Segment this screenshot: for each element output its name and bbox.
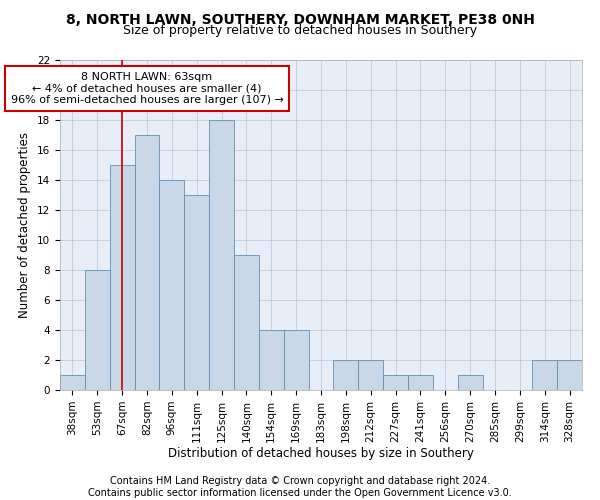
Text: Size of property relative to detached houses in Southery: Size of property relative to detached ho… <box>123 24 477 37</box>
Bar <box>134 135 160 390</box>
Bar <box>110 165 134 390</box>
Bar <box>259 330 284 390</box>
Bar <box>557 360 582 390</box>
Y-axis label: Number of detached properties: Number of detached properties <box>19 132 31 318</box>
Text: Contains HM Land Registry data © Crown copyright and database right 2024.
Contai: Contains HM Land Registry data © Crown c… <box>88 476 512 498</box>
Bar <box>85 270 110 390</box>
Bar <box>234 255 259 390</box>
Bar <box>184 195 209 390</box>
Bar <box>408 375 433 390</box>
Text: 8 NORTH LAWN: 63sqm
← 4% of detached houses are smaller (4)
96% of semi-detached: 8 NORTH LAWN: 63sqm ← 4% of detached hou… <box>11 72 283 105</box>
Bar <box>284 330 308 390</box>
Bar <box>458 375 482 390</box>
X-axis label: Distribution of detached houses by size in Southery: Distribution of detached houses by size … <box>168 448 474 460</box>
Bar <box>532 360 557 390</box>
Bar <box>334 360 358 390</box>
Text: 8, NORTH LAWN, SOUTHERY, DOWNHAM MARKET, PE38 0NH: 8, NORTH LAWN, SOUTHERY, DOWNHAM MARKET,… <box>65 12 535 26</box>
Bar <box>358 360 383 390</box>
Bar <box>160 180 184 390</box>
Bar <box>383 375 408 390</box>
Bar <box>60 375 85 390</box>
Bar <box>209 120 234 390</box>
